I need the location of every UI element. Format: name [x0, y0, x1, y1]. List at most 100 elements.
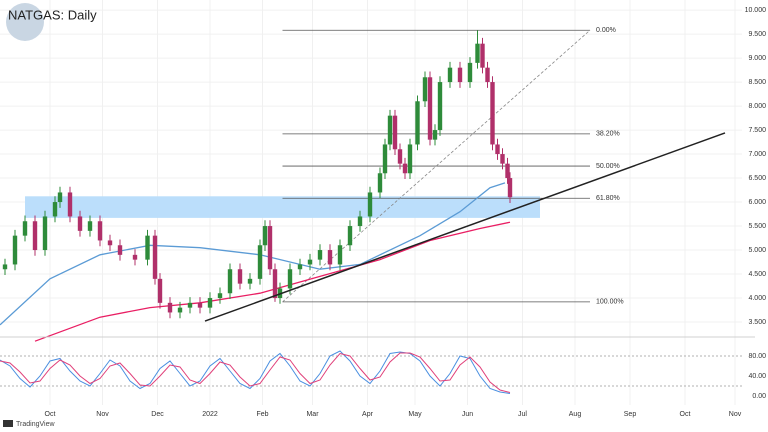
candle-body: [145, 235, 150, 260]
candle-body: [107, 240, 113, 246]
fib-diagonal: [282, 29, 591, 303]
candle-body: [207, 298, 213, 308]
brand-logo: [3, 420, 13, 427]
candle-body: [307, 259, 313, 265]
candle-body: [437, 82, 443, 131]
x-tick-label: Jul: [518, 411, 527, 418]
y-tick-label: 6.500: [748, 175, 766, 182]
x-tick-label: Oct: [45, 411, 56, 418]
candle-body: [197, 302, 203, 308]
candle-body: [217, 293, 223, 299]
fib-label: 50.00%: [596, 163, 620, 170]
y-tick-label: 9.000: [748, 55, 766, 62]
candle-body: [2, 264, 8, 270]
candle-body: [52, 202, 58, 217]
candle-body: [495, 144, 500, 155]
candle-body: [12, 235, 18, 265]
y-tick-label: 6.000: [748, 199, 766, 206]
y-tick-label: 4.500: [748, 271, 766, 278]
candle-body: [402, 163, 408, 174]
candle-body: [317, 250, 323, 260]
candle-body: [327, 250, 333, 265]
candle-body: [347, 226, 353, 246]
candle-body: [267, 226, 273, 270]
x-tick-label: Dec: [151, 411, 164, 418]
y-tick-label: 9.500: [748, 31, 766, 38]
candle-body: [457, 67, 463, 83]
candle-body: [237, 269, 243, 284]
oscillator-line: [0, 350, 511, 394]
x-tick-label: Apr: [362, 411, 374, 418]
y-tick-label: 8.000: [748, 103, 766, 110]
x-tick-label: Jun: [462, 411, 473, 418]
x-tick-label: Nov: [96, 411, 109, 418]
candle-body: [392, 115, 398, 150]
candle-body: [152, 235, 158, 279]
candle-body: [432, 130, 438, 140]
x-tick-label: May: [408, 411, 422, 418]
y-tick-label: 7.000: [748, 151, 766, 158]
candle-body: [490, 82, 495, 145]
candle-body: [485, 67, 490, 83]
candle-body: [475, 43, 480, 63]
candle-body: [415, 101, 420, 145]
candle-body: [262, 226, 268, 246]
x-tick-label: 2022: [202, 411, 218, 418]
candle-body: [187, 302, 193, 308]
candle-body: [97, 221, 103, 241]
candle-body: [387, 115, 393, 145]
y-tick-label: 80.00: [748, 353, 766, 360]
x-tick-label: Oct: [680, 411, 691, 418]
candle-body: [447, 67, 453, 83]
candle-body: [77, 216, 83, 231]
candle-body: [257, 245, 263, 279]
fib-label: 61.80%: [596, 195, 620, 202]
fib-label: 0.00%: [596, 27, 616, 34]
candle-body: [367, 192, 373, 217]
candle-body: [507, 178, 513, 198]
candle-body: [382, 144, 388, 174]
candle-body: [480, 43, 485, 68]
brand: TradingView: [16, 421, 55, 428]
candle-body: [272, 269, 278, 299]
candle-body: [247, 278, 253, 284]
y-tick-label: 7.500: [748, 127, 766, 134]
candle-body: [132, 254, 138, 260]
candle-body: [337, 245, 343, 265]
y-tick-label: 4.000: [748, 295, 766, 302]
x-tick-label: Nov: [729, 411, 742, 418]
y-tick-label: 8.500: [748, 79, 766, 86]
y-tick-label: 5.000: [748, 247, 766, 254]
candle-body: [427, 77, 433, 140]
candle-body: [42, 216, 48, 251]
candle-body: [297, 264, 303, 270]
x-tick-label: Feb: [256, 411, 268, 418]
fib-label: 38.20%: [596, 131, 620, 138]
candle-body: [377, 173, 383, 193]
support-zone: [25, 196, 540, 218]
y-tick-label: 3.500: [748, 319, 766, 326]
y-tick-label: 0.00: [752, 393, 766, 400]
logo: [6, 3, 44, 41]
candle-body: [22, 221, 28, 236]
candle-body: [505, 163, 510, 179]
oscillator-line: [0, 352, 511, 393]
x-tick-label: Sep: [624, 411, 637, 418]
candle-body: [87, 221, 93, 231]
candle-body: [397, 149, 403, 164]
candle-body: [57, 192, 63, 203]
trendline: [204, 132, 726, 322]
fib-label: 100.00%: [596, 299, 624, 306]
x-tick-label: Aug: [569, 411, 582, 418]
x-tick-label: Mar: [306, 411, 319, 418]
candle-body: [422, 77, 428, 102]
candle-body: [117, 245, 123, 255]
moving-average: [0, 182, 506, 326]
candle-body: [467, 62, 473, 83]
candle-body: [157, 278, 163, 303]
chart-title: NATGAS: Daily: [8, 7, 97, 22]
candle-body: [407, 144, 413, 174]
candle-body: [167, 302, 173, 313]
candle-body: [287, 269, 293, 289]
